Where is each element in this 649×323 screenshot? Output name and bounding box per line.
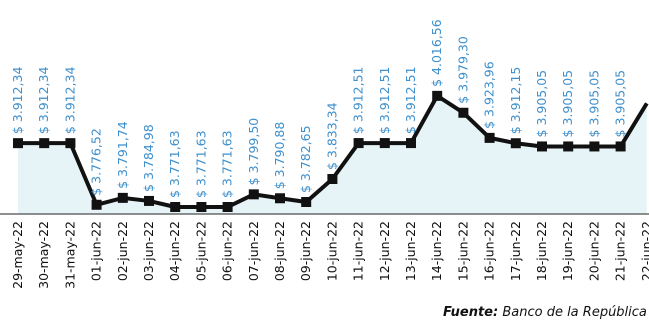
x-tick-label-04-jun-22: 04-jun-22 xyxy=(167,221,182,281)
data-point-03-jun-22 xyxy=(144,195,154,206)
value-label-20-jun-22: $ 3.905,05 xyxy=(586,70,601,138)
x-tick-label-22-jun-22: 22-jun-22 xyxy=(639,221,649,281)
value-label-14-jun-22: $ 4.016,56 xyxy=(429,19,444,87)
data-point-29-may-22 xyxy=(13,138,23,149)
marker-layer xyxy=(13,90,626,212)
x-tick-label-07-jun-22: 07-jun-22 xyxy=(246,221,261,281)
data-point-19-jun-22 xyxy=(563,141,574,152)
area-fill xyxy=(18,95,647,214)
data-point-17-jun-22 xyxy=(510,138,521,149)
value-label-17-jun-22: $ 3.912,15 xyxy=(508,67,523,135)
data-point-16-jun-22 xyxy=(484,132,495,143)
x-tick-label-05-jun-22: 05-jun-22 xyxy=(193,221,208,281)
x-tick-label-12-jun-22: 12-jun-22 xyxy=(377,221,392,281)
data-point-10-jun-22 xyxy=(327,173,338,184)
data-point-18-jun-22 xyxy=(537,141,547,152)
data-point-13-jun-22 xyxy=(406,138,416,149)
value-label-04-jun-22: $ 3.771,63 xyxy=(167,130,182,198)
x-tick-label-06-jun-22: 06-jun-22 xyxy=(220,221,235,281)
value-label-15-jun-22: $ 3.979,30 xyxy=(455,36,470,104)
source-text: Banco de la República xyxy=(498,305,647,320)
x-tick-label-31-may-22: 31-may-22 xyxy=(62,221,77,289)
value-label-30-may-22: $ 3.912,34 xyxy=(36,67,51,135)
x-tick-label-08-jun-22: 08-jun-22 xyxy=(272,221,287,281)
source-prefix: Fuente: xyxy=(443,305,499,320)
value-label-02-jun-22: $ 3.791,74 xyxy=(115,121,130,189)
value-label-07-jun-22: $ 3.799,50 xyxy=(246,118,261,186)
value-label-06-jun-22: $ 3.771,63 xyxy=(220,130,235,198)
value-label-09-jun-22: $ 3.782,65 xyxy=(298,125,313,193)
x-tick-label-30-may-22: 30-may-22 xyxy=(36,221,51,289)
value-label-12-jun-22: $ 3.912,51 xyxy=(377,66,392,134)
data-point-20-jun-22 xyxy=(589,141,600,152)
x-tick-label-01-jun-22: 01-jun-22 xyxy=(89,221,104,281)
value-label-13-jun-22: $ 3.912,51 xyxy=(403,66,418,134)
value-label-05-jun-22: $ 3.771,63 xyxy=(193,130,208,198)
value-label-21-jun-22: $ 3.905,05 xyxy=(613,70,628,138)
value-label-layer: $ 3.912,34 $ 3.912,34 $ 3.912,34 $ 3.776,52… xyxy=(10,19,628,198)
data-point-31-may-22 xyxy=(65,138,76,149)
data-point-01-jun-22 xyxy=(91,199,102,210)
data-point-14-jun-22 xyxy=(432,90,443,101)
x-tick-label-20-jun-22: 20-jun-22 xyxy=(586,221,601,281)
data-point-04-jun-22 xyxy=(170,201,181,212)
x-tick-label-17-jun-22: 17-jun-22 xyxy=(508,221,523,281)
x-tick-label-11-jun-22: 11-jun-22 xyxy=(351,221,366,281)
data-point-06-jun-22 xyxy=(222,201,233,212)
data-point-30-may-22 xyxy=(39,138,50,149)
value-label-19-jun-22: $ 3.905,05 xyxy=(560,70,575,138)
value-label-03-jun-22: $ 3.784,98 xyxy=(141,124,156,192)
x-tick-label-18-jun-22: 18-jun-22 xyxy=(534,221,549,281)
x-tick-label-16-jun-22: 16-jun-22 xyxy=(482,221,497,281)
data-point-08-jun-22 xyxy=(275,193,285,204)
value-label-08-jun-22: $ 3.790,88 xyxy=(272,122,287,190)
x-tick-label-14-jun-22: 14-jun-22 xyxy=(429,221,444,281)
data-point-21-jun-22 xyxy=(615,141,626,152)
data-point-09-jun-22 xyxy=(301,196,312,207)
data-point-05-jun-22 xyxy=(196,201,207,212)
value-label-29-may-22: $ 3.912,34 xyxy=(10,67,25,135)
x-tick-layer: 29-may-22 30-may-22 31-may-22 01-jun-22 02-j… xyxy=(10,221,649,289)
x-tick-label-09-jun-22: 09-jun-22 xyxy=(298,221,313,281)
x-tick-label-19-jun-22: 19-jun-22 xyxy=(560,221,575,281)
x-tick-label-15-jun-22: 15-jun-22 xyxy=(455,221,470,281)
x-tick-label-29-may-22: 29-may-22 xyxy=(10,221,25,289)
value-label-10-jun-22: $ 3.833,34 xyxy=(324,102,339,170)
x-tick-label-02-jun-22: 02-jun-22 xyxy=(115,221,130,281)
source-note: Fuente: Banco de la República xyxy=(443,305,649,323)
value-label-11-jun-22: $ 3.912,51 xyxy=(351,66,366,134)
data-point-15-jun-22 xyxy=(458,107,469,118)
area-layer xyxy=(18,95,647,214)
value-label-01-jun-22: $ 3.776,52 xyxy=(89,128,104,196)
x-tick-label-10-jun-22: 10-jun-22 xyxy=(324,221,339,281)
value-label-16-jun-22: $ 3.923,96 xyxy=(482,61,497,129)
x-tick-label-21-jun-22: 21-jun-22 xyxy=(613,221,628,281)
data-point-12-jun-22 xyxy=(379,138,390,149)
x-tick-label-13-jun-22: 13-jun-22 xyxy=(403,221,418,281)
x-tick-label-03-jun-22: 03-jun-22 xyxy=(141,221,156,281)
data-point-02-jun-22 xyxy=(117,192,128,203)
value-label-31-may-22: $ 3.912,34 xyxy=(62,67,77,135)
data-point-07-jun-22 xyxy=(248,189,259,200)
value-label-18-jun-22: $ 3.905,05 xyxy=(534,70,549,138)
data-point-11-jun-22 xyxy=(353,138,364,149)
